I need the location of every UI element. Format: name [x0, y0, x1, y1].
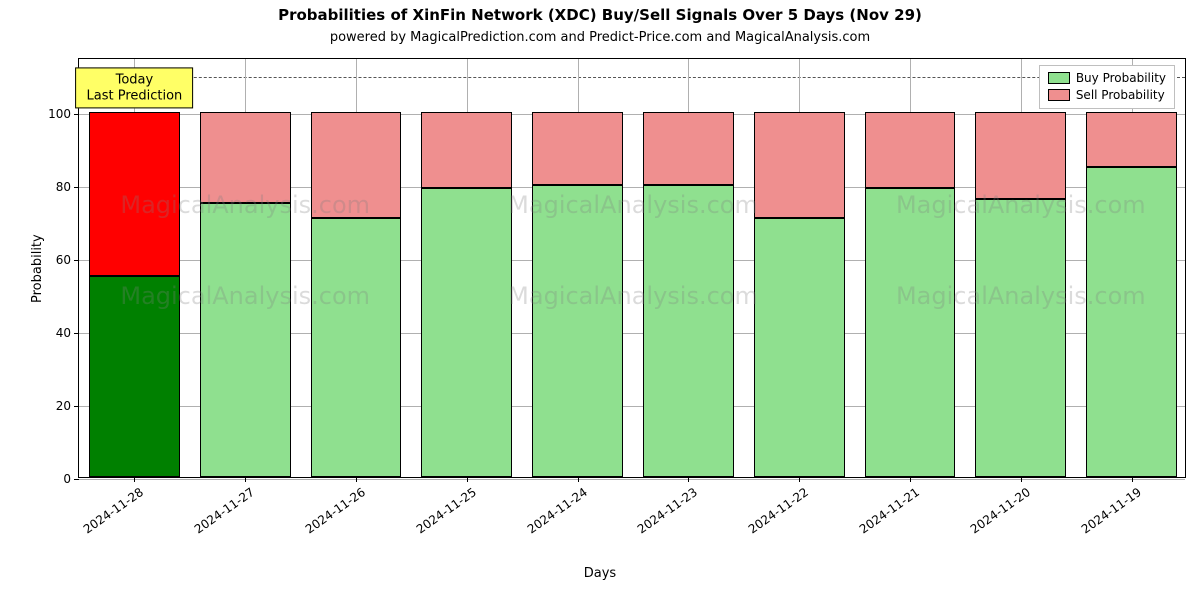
legend-item: Buy Probability [1048, 70, 1166, 87]
legend: Buy ProbabilitySell Probability [1039, 65, 1175, 109]
bar-group [421, 57, 512, 477]
y-tick-mark [74, 333, 79, 334]
bar-group [532, 57, 623, 477]
chart-title: Probabilities of XinFin Network (XDC) Bu… [0, 6, 1200, 24]
x-tick-label: 2024-11-23 [635, 485, 700, 536]
bar-sell [754, 112, 845, 218]
x-tick-label: 2024-11-20 [968, 485, 1033, 536]
bar-sell [311, 112, 402, 218]
plot-area: 0204060801002024-11-282024-11-272024-11-… [78, 58, 1186, 478]
annotation-line: Today [86, 73, 182, 89]
bar-buy [1086, 167, 1177, 477]
bar-buy [643, 185, 734, 477]
x-tick-mark [467, 477, 468, 482]
x-tick-mark [799, 477, 800, 482]
bar-group [754, 57, 845, 477]
today-annotation: TodayLast Prediction [75, 68, 193, 109]
x-tick-mark [1021, 477, 1022, 482]
bar-sell [89, 112, 180, 276]
x-tick-label: 2024-11-25 [414, 485, 479, 536]
x-tick-mark [578, 477, 579, 482]
bar-sell [975, 112, 1066, 200]
y-tick-mark [74, 479, 79, 480]
x-tick-label: 2024-11-27 [192, 485, 257, 536]
x-tick-label: 2024-11-21 [857, 485, 922, 536]
bar-buy [200, 203, 291, 477]
x-tick-mark [910, 477, 911, 482]
x-tick-label: 2024-11-28 [81, 485, 146, 536]
x-tick-label: 2024-11-19 [1078, 485, 1143, 536]
x-axis-label: Days [0, 566, 1200, 581]
legend-label: Buy Probability [1076, 70, 1166, 87]
legend-swatch [1048, 89, 1070, 101]
y-tick-mark [74, 187, 79, 188]
bar-group [89, 57, 180, 477]
bar-buy [754, 218, 845, 477]
legend-swatch [1048, 72, 1070, 84]
bar-sell [643, 112, 734, 185]
x-tick-mark [134, 477, 135, 482]
bar-group [975, 57, 1066, 477]
bar-group [1086, 57, 1177, 477]
bar-sell [421, 112, 512, 189]
bar-buy [311, 218, 402, 477]
bar-group [311, 57, 402, 477]
x-tick-mark [356, 477, 357, 482]
bar-buy [865, 188, 956, 477]
legend-label: Sell Probability [1076, 87, 1165, 104]
x-tick-mark [1132, 477, 1133, 482]
bar-sell [1086, 112, 1177, 167]
y-tick-mark [74, 406, 79, 407]
bar-buy [89, 276, 180, 477]
bar-sell [865, 112, 956, 189]
bar-group [643, 57, 734, 477]
bar-sell [200, 112, 291, 203]
bar-group [200, 57, 291, 477]
x-tick-label: 2024-11-22 [746, 485, 811, 536]
x-tick-mark [245, 477, 246, 482]
bar-group [865, 57, 956, 477]
x-tick-label: 2024-11-26 [303, 485, 368, 536]
bar-buy [975, 199, 1066, 477]
bar-buy [421, 188, 512, 477]
annotation-line: Last Prediction [86, 88, 182, 104]
y-tick-mark [74, 260, 79, 261]
legend-item: Sell Probability [1048, 87, 1166, 104]
x-tick-label: 2024-11-24 [524, 485, 589, 536]
y-axis-label: Probability [30, 234, 45, 303]
x-tick-mark [688, 477, 689, 482]
bar-sell [532, 112, 623, 185]
chart-subtitle: powered by MagicalPrediction.com and Pre… [0, 30, 1200, 45]
y-tick-mark [74, 114, 79, 115]
chart-container: Probabilities of XinFin Network (XDC) Bu… [0, 0, 1200, 600]
bar-buy [532, 185, 623, 477]
